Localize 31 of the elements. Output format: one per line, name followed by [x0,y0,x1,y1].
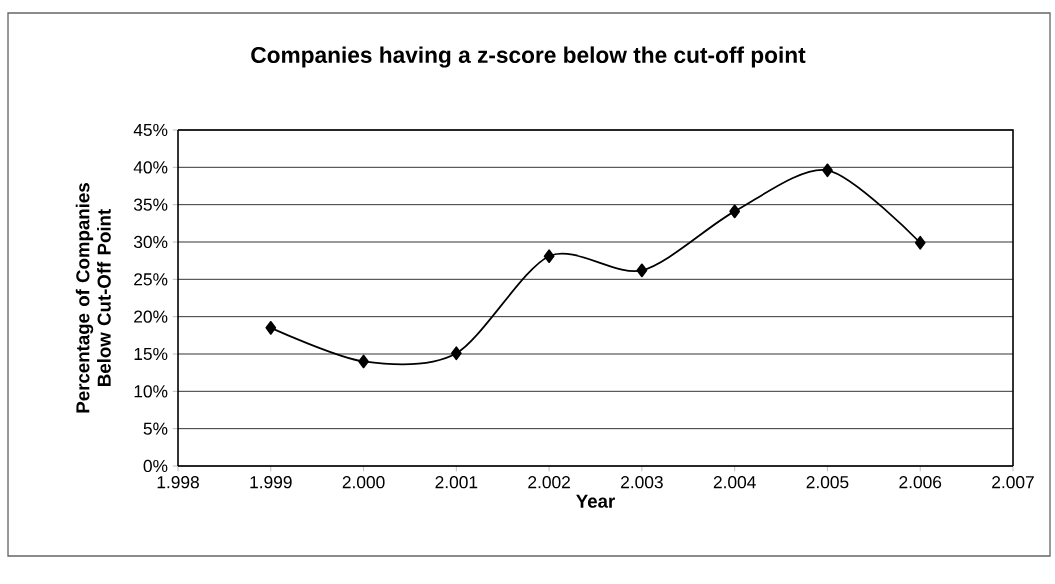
y-axis-title: Percentage of Companies Below Cut-Off Point [75,183,111,413]
x-tick-label: 1.999 [250,476,292,489]
y-tick-label: 5% [143,422,168,435]
x-tick-label: 2.000 [342,476,385,489]
x-tick-label: 2.002 [528,476,570,489]
y-tick-label: 10% [134,385,168,398]
x-tick-label: 2.004 [713,476,756,489]
y-tick-label: 30% [133,235,168,249]
y-tick-label: 45% [133,123,168,137]
chart-title: Companies having a z-score below the cut-off point [251,46,806,68]
y-tick-label: 15% [134,347,168,361]
y-tick-label: 25% [134,273,168,286]
x-tick-label: 2.006 [899,476,942,489]
point [822,163,833,178]
x-tick-label: 2.007 [992,476,1034,489]
x-tick-label: 1.998 [157,476,199,489]
y-tick-label: 40% [133,161,168,174]
x-tick-label: 2.001 [435,476,478,489]
y-tick-label: 20% [134,310,168,323]
x-axis-title: Year [576,494,615,508]
y-tick-label: 35% [133,198,168,211]
x-tick-label: 2.005 [806,476,849,489]
point [729,204,741,219]
point [265,320,277,335]
point [636,263,648,278]
point [358,354,369,369]
x-tick-label: 2.003 [621,476,663,489]
y-tick-label: 0% [143,459,168,473]
point [914,235,926,250]
point [450,346,462,361]
point [543,249,555,264]
